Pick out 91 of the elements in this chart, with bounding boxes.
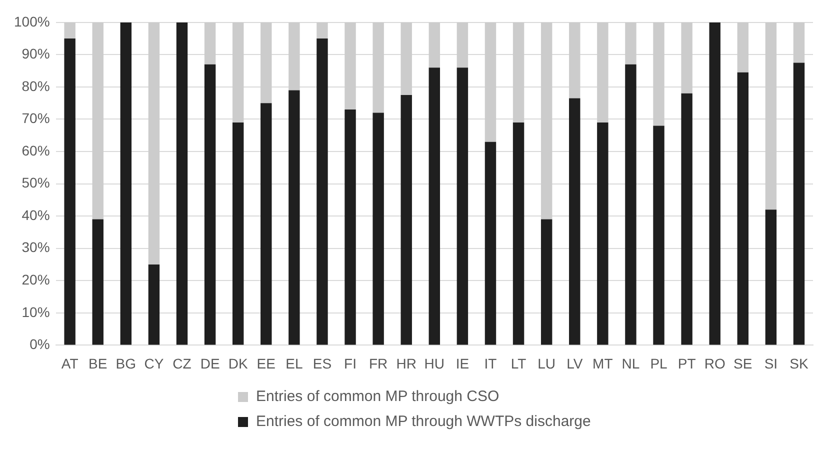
bar: [625, 22, 636, 64]
bar: [428, 68, 440, 345]
y-tick-label: 80%: [22, 78, 50, 94]
bar: [484, 22, 496, 142]
bar: [260, 22, 272, 104]
x-tick-label: HR: [396, 355, 416, 372]
x-tick-label: AT: [61, 355, 79, 372]
bar: [372, 112, 384, 345]
bar: [204, 64, 216, 345]
bar: [64, 22, 76, 39]
bar: [737, 22, 748, 72]
bar: [260, 103, 272, 345]
bar: [204, 22, 216, 64]
bar: [484, 142, 496, 345]
bar: [709, 22, 720, 345]
bar: [400, 95, 412, 345]
x-tick-label: LU: [538, 355, 556, 372]
y-tick-label: 30%: [22, 239, 50, 256]
bar: [92, 219, 104, 345]
bar: [428, 22, 440, 68]
y-tick-label: 0%: [30, 336, 50, 352]
bar: [765, 210, 777, 345]
y-tick-label: 70%: [22, 110, 50, 126]
bar: [540, 22, 552, 220]
x-tick-label: PT: [678, 355, 696, 372]
bar: [793, 22, 805, 63]
bar: [288, 90, 300, 345]
bar: [653, 22, 664, 126]
bar: [120, 22, 132, 345]
bar: [232, 22, 244, 122]
legend-label: Entries of common MP through CSO: [256, 388, 500, 405]
bar: [540, 219, 552, 345]
x-tick-label: SI: [764, 355, 778, 372]
y-tick-label: 90%: [22, 46, 50, 62]
y-tick-label: 60%: [22, 142, 50, 158]
bar: [288, 22, 300, 90]
bar: [793, 62, 805, 345]
bar: [176, 22, 188, 345]
bar: [681, 22, 692, 94]
bar: [569, 22, 580, 98]
x-tick-label: NL: [622, 355, 640, 372]
bar: [148, 264, 160, 345]
x-tick-label: MT: [592, 355, 614, 372]
bar: [569, 98, 580, 345]
bar: [737, 72, 748, 345]
bar: [512, 22, 524, 122]
bar: [344, 110, 356, 345]
x-tick-label: IE: [456, 355, 470, 372]
bar: [653, 126, 664, 345]
x-tick-label: CY: [144, 355, 164, 372]
legend-label: Entries of common MP through WWTPs discharge: [256, 413, 591, 430]
bar: [597, 122, 608, 345]
x-tick-label: EL: [286, 355, 303, 372]
bar: [316, 38, 328, 345]
x-tick-label: HU: [424, 355, 445, 372]
y-tick-label: 100%: [14, 13, 50, 30]
bar: [456, 68, 468, 345]
bar: [344, 22, 356, 110]
x-tick-label: FR: [368, 355, 388, 372]
bar: [765, 22, 777, 210]
bar: [400, 22, 412, 96]
x-tick-label: ES: [312, 355, 332, 372]
y-tick-label: 40%: [22, 206, 50, 223]
x-tick-label: BE: [88, 355, 108, 372]
x-tick-label: LT: [510, 355, 527, 372]
x-tick-label: DE: [200, 355, 220, 372]
bar: [456, 22, 468, 68]
x-tick-label: IT: [484, 355, 498, 372]
x-tick-label: PL: [650, 355, 668, 372]
y-tick-label: 50%: [22, 174, 50, 191]
bar: [681, 93, 692, 345]
bar: [316, 22, 328, 39]
bar: [148, 22, 160, 264]
x-tick-label: CZ: [172, 355, 192, 372]
x-tick-label: DK: [228, 355, 248, 372]
bar: [92, 22, 104, 220]
bar: [372, 22, 384, 113]
bar: [64, 38, 76, 345]
x-tick-label: EE: [256, 355, 276, 372]
bar: [597, 22, 608, 122]
x-tick-label: FI: [344, 355, 356, 372]
x-tick-label: LV: [566, 355, 584, 372]
bar: [232, 122, 244, 345]
x-tick-label: RO: [704, 355, 726, 372]
x-tick-label: SE: [734, 355, 752, 372]
x-tick-label: SK: [790, 355, 809, 372]
bar: [625, 64, 636, 345]
x-tick-label: BG: [116, 355, 136, 372]
y-tick-label: 10%: [22, 304, 50, 320]
y-tick-label: 20%: [22, 272, 50, 288]
bar: [512, 122, 524, 345]
